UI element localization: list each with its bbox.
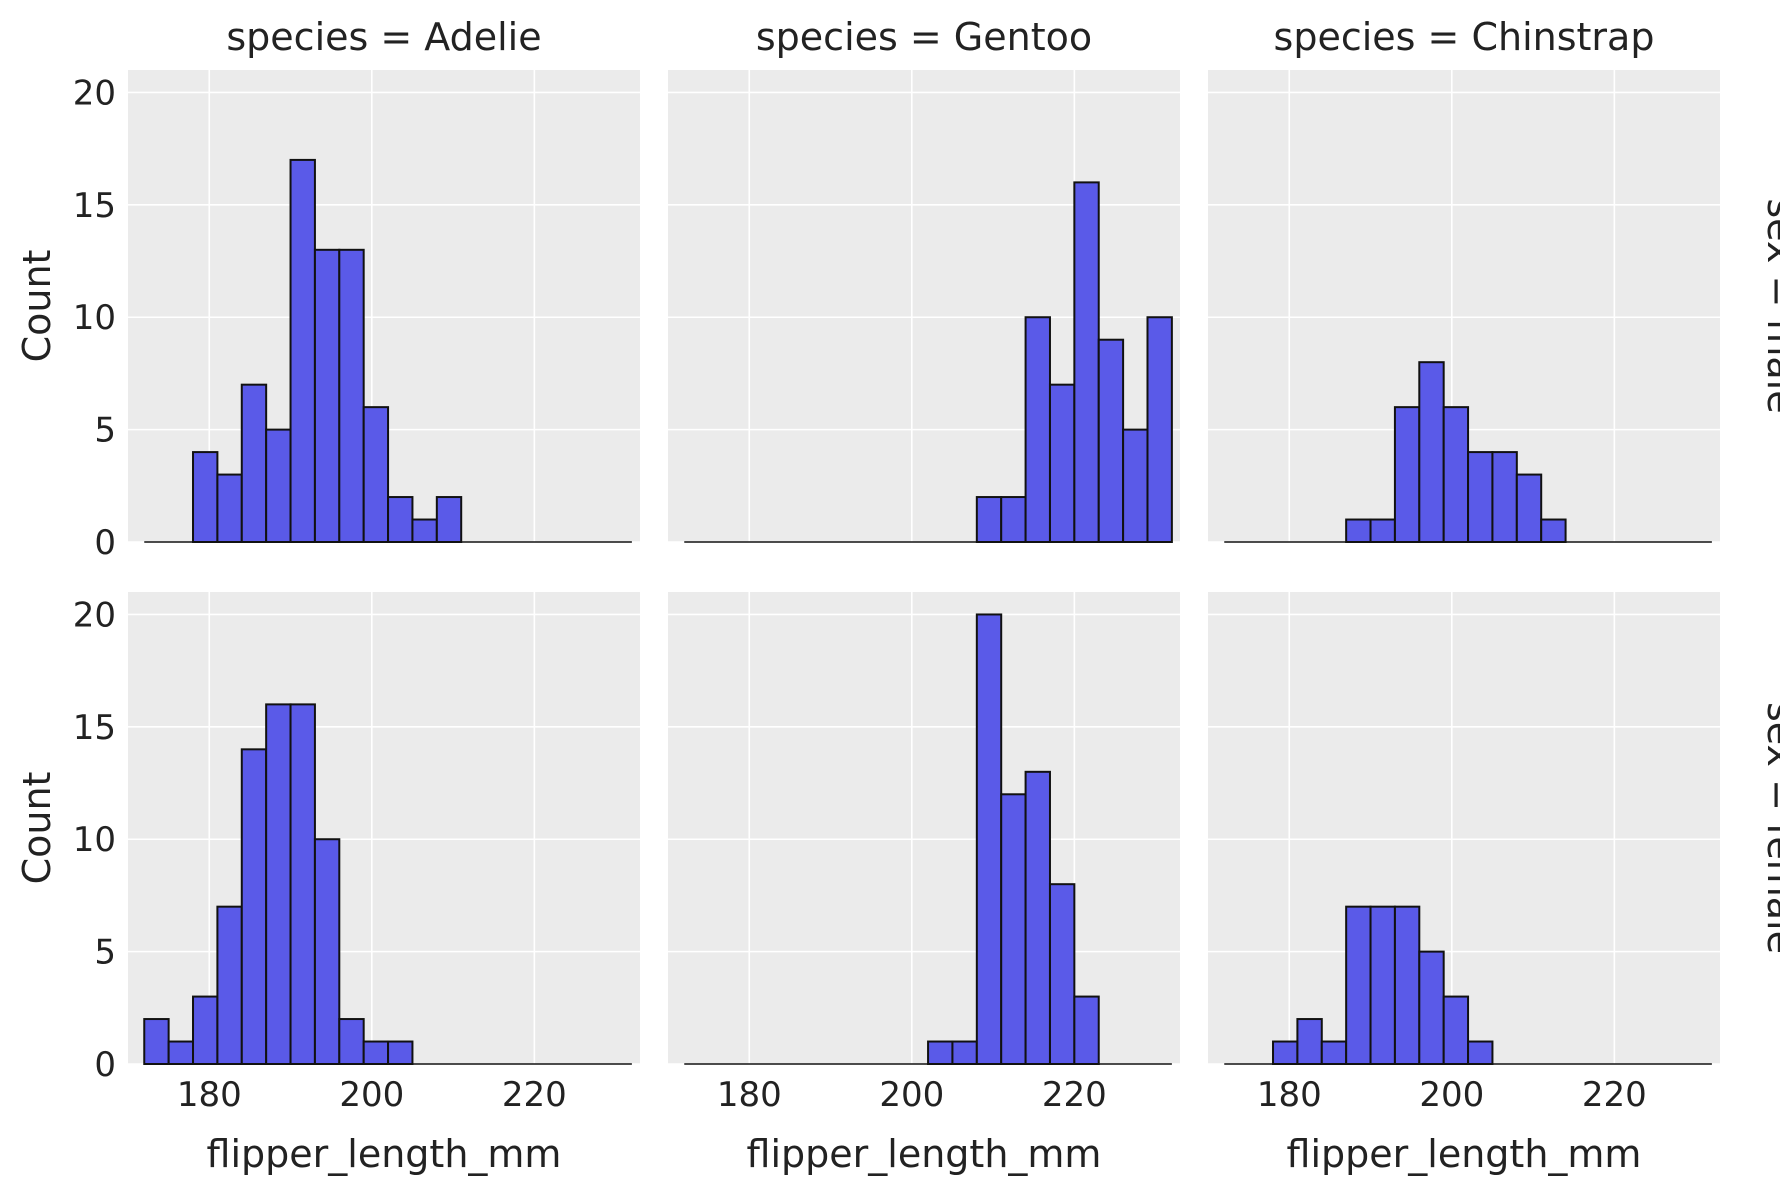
histogram-bar: [216, 905, 243, 1066]
x-tick-label: 200: [1419, 1075, 1484, 1115]
histogram-bar: [1048, 383, 1076, 543]
x-tick-label: 180: [1257, 1075, 1322, 1115]
histogram-bar: [1442, 995, 1470, 1065]
y-axis-label: Count: [15, 250, 59, 363]
histogram-bar: [1345, 518, 1372, 543]
histogram-bar: [975, 613, 1003, 1065]
histogram-bar: [1320, 1040, 1348, 1065]
column-title: species = Adelie: [226, 15, 541, 59]
histogram-bar: [240, 383, 268, 543]
histogram-bar: [1369, 518, 1396, 543]
histogram-bar: [313, 838, 341, 1065]
histogram-bar: [1073, 181, 1100, 543]
histogram-bar: [313, 248, 341, 544]
histogram-bar: [1272, 1040, 1299, 1065]
y-tick-label: 10: [73, 298, 116, 338]
y-tick-label: 20: [73, 73, 116, 113]
histogram-bar: [1296, 1018, 1323, 1065]
panel-background: [128, 592, 640, 1064]
histogram-bar: [951, 1040, 978, 1065]
histogram-bar: [1467, 1040, 1494, 1065]
panel-adelie-male: 0 5 10 15 20 Count species = Adelie: [15, 15, 640, 563]
histogram-bar: [167, 1040, 195, 1065]
x-tick-label: 220: [1582, 1075, 1647, 1115]
histogram-bar: [338, 248, 365, 544]
histogram-bar: [240, 748, 268, 1065]
histogram-bar: [1097, 338, 1125, 544]
histogram-bar: [1000, 793, 1027, 1065]
histogram-bar: [435, 496, 463, 543]
histogram-bar: [216, 473, 243, 544]
y-tick-label: 5: [94, 411, 116, 451]
x-axis-label: flipper_length_mm: [207, 1132, 562, 1176]
histogram-bar: [1418, 950, 1445, 1065]
x-axis-label: flipper_length_mm: [747, 1132, 1102, 1176]
y-tick-label: 0: [94, 523, 116, 563]
histogram-bar: [289, 158, 316, 543]
histogram-bar: [338, 1018, 365, 1065]
histogram-bar: [1369, 905, 1396, 1066]
x-tick-label: 200: [339, 1075, 404, 1115]
histogram-bar: [387, 1040, 414, 1065]
x-tick-label: 220: [502, 1075, 567, 1115]
panel-chinstrap-male: species = Chinstrap sex = male: [1208, 15, 1780, 544]
histogram-bar: [192, 451, 219, 544]
x-tick-label: 180: [717, 1075, 782, 1115]
histogram-bar: [1442, 406, 1470, 543]
histogram-bar: [927, 1040, 954, 1065]
histogram-bar: [362, 406, 390, 543]
histogram-bar: [1393, 406, 1421, 543]
column-title: species = Gentoo: [756, 15, 1092, 59]
y-tick-label: 0: [94, 1045, 116, 1085]
histogram-bar: [362, 1040, 390, 1065]
histogram-bar: [192, 995, 219, 1065]
histogram-bar: [1146, 316, 1173, 543]
y-tick-label: 5: [94, 933, 116, 973]
histogram-bar: [289, 703, 316, 1066]
histogram-bar: [1540, 518, 1567, 543]
y-tick-label: 20: [73, 595, 116, 635]
x-tick-label: 220: [1042, 1075, 1107, 1115]
x-tick-label: 200: [879, 1075, 944, 1115]
histogram-bar: [1418, 361, 1445, 544]
histogram-bar: [143, 1018, 170, 1065]
histogram-bar: [1000, 496, 1027, 543]
histogram-bar: [1393, 905, 1421, 1066]
histogram-bar: [265, 703, 292, 1066]
histogram-bar: [1122, 428, 1149, 543]
histogram-bar: [1073, 995, 1100, 1065]
histogram-bar: [1048, 883, 1076, 1066]
y-axis-label: Count: [15, 772, 59, 885]
x-tick-label: 180: [177, 1075, 242, 1115]
histogram-bar: [387, 496, 414, 543]
y-tick-label: 15: [73, 708, 116, 748]
histogram-bar: [1515, 473, 1543, 544]
histogram-bar: [1491, 451, 1518, 544]
panel-background: [668, 592, 1180, 1064]
panel-background: [1208, 592, 1720, 1064]
histogram-bar: [1024, 770, 1051, 1065]
histogram-bar: [265, 428, 292, 543]
histogram-bar: [1345, 905, 1372, 1066]
histogram-bar: [411, 518, 438, 543]
histogram-bar: [975, 496, 1003, 543]
panel-adelie-female: 0 5 10 15 20 Count 180 200 220 flipper_length_mm: [15, 592, 640, 1176]
row-title: sex = male: [1759, 198, 1780, 413]
histogram-bar: [1467, 451, 1494, 544]
y-tick-label: 15: [73, 186, 116, 226]
histogram-bar: [1024, 316, 1051, 543]
panel-gentoo-male: species = Gentoo: [668, 15, 1180, 544]
column-title: species = Chinstrap: [1274, 15, 1655, 59]
y-tick-label: 10: [73, 820, 116, 860]
row-title: sex = female: [1759, 702, 1780, 954]
panel-chinstrap-female: 180 200 220 flipper_length_mm sex = female: [1208, 592, 1780, 1176]
panel-gentoo-female: 180 200 220 flipper_length_mm: [668, 592, 1180, 1176]
x-axis-label: flipper_length_mm: [1287, 1132, 1642, 1176]
